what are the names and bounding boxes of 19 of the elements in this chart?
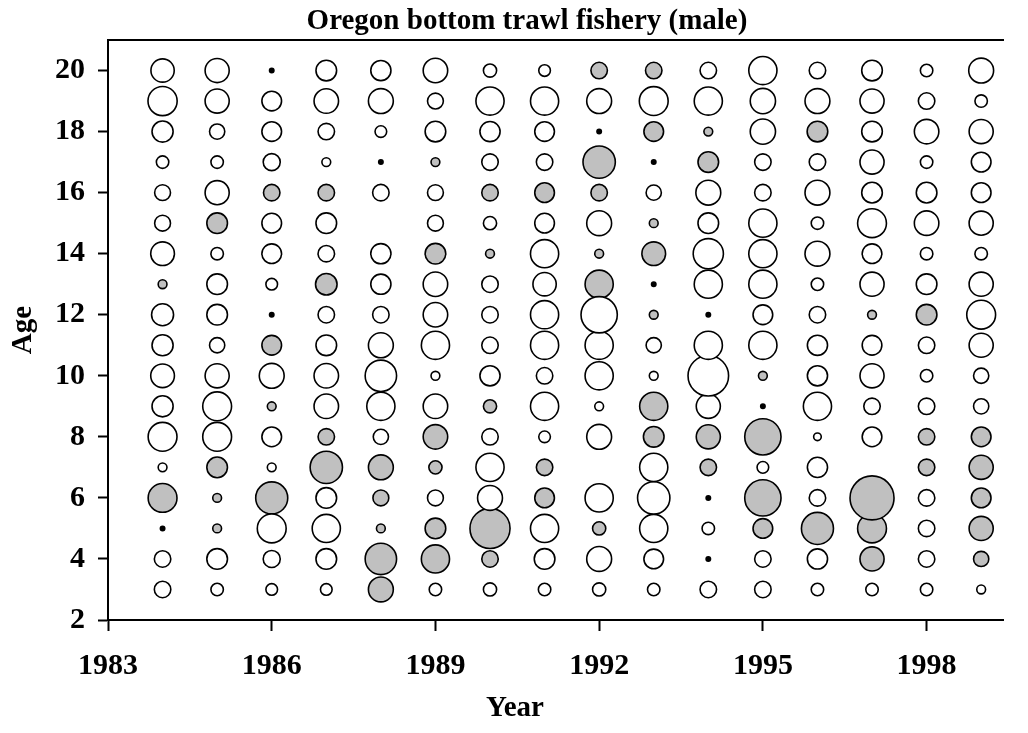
y-tick-label: 20 — [55, 51, 85, 85]
x-tick-label: 1998 — [896, 646, 957, 680]
y-tick-label: 8 — [70, 417, 85, 451]
y-tick-label: 6 — [70, 478, 85, 512]
y-tick-label: 16 — [55, 173, 85, 207]
y-tick-label: 18 — [55, 112, 85, 146]
x-tick-label: 1986 — [241, 646, 302, 680]
x-tick-label: 1989 — [405, 646, 466, 680]
x-axis-title: Year — [485, 689, 545, 723]
y-tick-label: 4 — [70, 539, 85, 573]
y-tick-label: 2 — [70, 600, 85, 634]
y-tick-label: 10 — [55, 356, 85, 390]
x-tick-label: 1983 — [78, 646, 138, 680]
x-tick-label: 1992 — [569, 646, 630, 680]
x-tick-label: 1995 — [732, 646, 793, 680]
y-tick-label: 12 — [55, 295, 85, 329]
y-axis-title: Age — [4, 305, 37, 355]
y-tick-label: 14 — [55, 234, 85, 268]
chart-title: Oregon bottom trawl fishery (male) — [305, 2, 749, 36]
